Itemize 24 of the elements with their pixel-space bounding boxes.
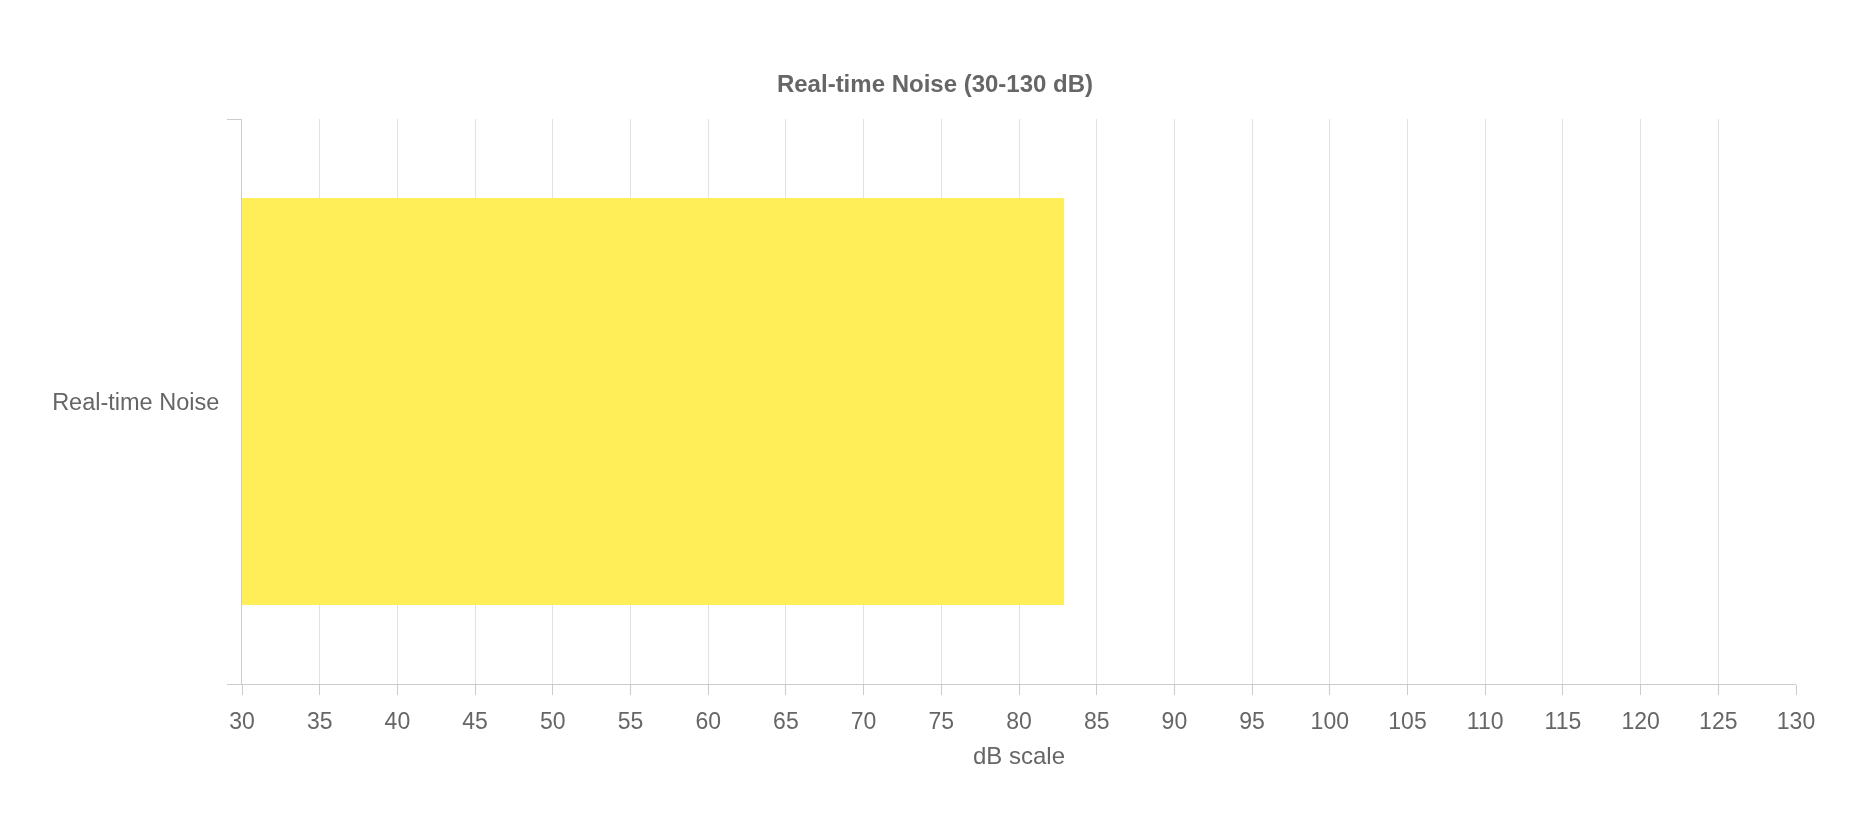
x-tick-label: 75: [928, 707, 955, 734]
chart-title: Real-time Noise (30-130 dB): [776, 70, 1094, 98]
x-tick-label: 80: [1006, 707, 1032, 734]
x-tick-label: 50: [540, 707, 566, 734]
x-tick-label: 130: [1776, 707, 1816, 734]
x-tick-label: 110: [1466, 707, 1504, 734]
x-tick-label: 100: [1310, 707, 1349, 734]
x-tick-label: 115: [1544, 707, 1582, 734]
x-tick-label: 85: [1083, 707, 1110, 734]
y-tick-label: Real-time Noise: [52, 388, 220, 415]
x-tick-label: 125: [1699, 707, 1738, 734]
x-tick-label: 65: [773, 707, 799, 734]
x-tick-label: 30: [229, 707, 255, 734]
x-tick-label: 120: [1621, 707, 1660, 734]
x-tick-label: 105: [1388, 707, 1427, 734]
x-tick-label: 45: [462, 707, 488, 734]
x-tick-label: 95: [1239, 707, 1265, 734]
x-tick-label: 70: [850, 707, 877, 734]
x-tick-label: 55: [617, 707, 644, 734]
x-tick-label: 35: [306, 707, 333, 734]
x-tick-label: 40: [384, 707, 411, 734]
x-tick-label: 60: [695, 707, 721, 734]
x-tick-label: 90: [1161, 707, 1188, 734]
x-axis-title: dB scale: [972, 741, 1066, 769]
